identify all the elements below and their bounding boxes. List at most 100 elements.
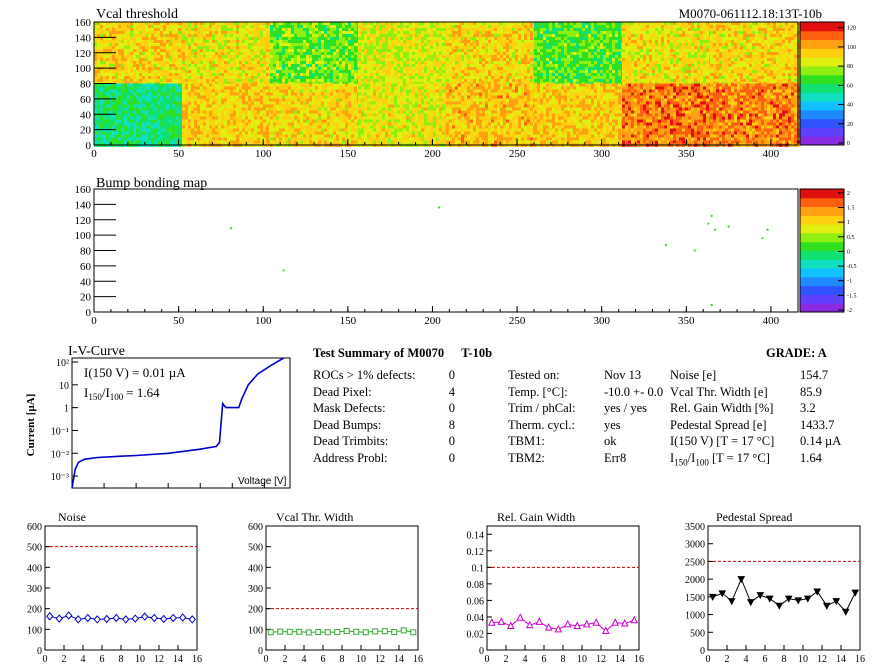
summary-label: Dead Bumps: bbox=[313, 417, 382, 432]
iv-y-tick: 10⁻³ bbox=[51, 472, 69, 483]
roc-data-point bbox=[544, 623, 553, 631]
iv-y-tick: 10 bbox=[59, 381, 69, 392]
roc-plot-title: Noise bbox=[58, 510, 86, 524]
roc-data-point bbox=[46, 612, 54, 621]
summary-value: 0 bbox=[448, 434, 455, 448]
roc-data-point bbox=[353, 628, 360, 635]
x-tick-label: 400 bbox=[763, 148, 780, 160]
roc-y-tick: 2500 bbox=[685, 557, 705, 568]
roc-data-point bbox=[765, 595, 774, 603]
roc-data-point bbox=[737, 576, 746, 584]
roc-data-point bbox=[410, 629, 417, 636]
roc-data-point bbox=[372, 628, 379, 635]
roc-y-tick: 2000 bbox=[685, 575, 705, 586]
summary-value: 8 bbox=[448, 417, 455, 432]
x-tick-label: 300 bbox=[593, 148, 610, 160]
y-tick-label: 80 bbox=[80, 79, 92, 91]
roc-x-tick: 14 bbox=[615, 654, 625, 665]
colorbar-tick: 2 bbox=[847, 191, 850, 197]
bump-defect-point bbox=[707, 222, 710, 225]
x-tick-label: 200 bbox=[424, 148, 441, 160]
summary-value: 0 bbox=[448, 368, 455, 382]
roc-x-tick: 8 bbox=[340, 654, 345, 665]
x-tick-label: 150 bbox=[340, 315, 357, 327]
module-label: M0070-061112.18:13T-10b bbox=[679, 6, 822, 21]
x-tick-label: 350 bbox=[678, 315, 695, 327]
summary-label: I(150 V) [T = 17 °C] bbox=[670, 434, 775, 448]
roc-y-tick: 100 bbox=[248, 625, 263, 636]
summary-value: ok bbox=[604, 434, 617, 448]
bump-defect-point bbox=[714, 228, 717, 231]
bump-defect-point bbox=[230, 227, 233, 230]
roc-data-point bbox=[554, 624, 563, 633]
roc-x-tick: 16 bbox=[634, 654, 644, 665]
roc-data-point bbox=[55, 614, 63, 623]
vcal-threshold-plot: Vcal threshold M0070-061112.18:13T-10b 0… bbox=[75, 6, 857, 160]
roc-data-point bbox=[315, 629, 322, 636]
roc-x-tick: 4 bbox=[523, 654, 528, 665]
vcal-heatmap-area bbox=[94, 22, 801, 147]
summary-value: Nov 13 bbox=[604, 368, 642, 382]
roc-data-point bbox=[362, 629, 369, 636]
summary-label: Tested on: bbox=[508, 368, 560, 382]
roc-data-point bbox=[813, 588, 822, 596]
iv-y-tick: 10⁻² bbox=[51, 449, 69, 460]
summary-value: 0 bbox=[448, 450, 455, 465]
x-tick-label: 0 bbox=[91, 148, 97, 160]
y-tick-label: 60 bbox=[80, 94, 92, 106]
summary-label: Pedestal Spread [e] bbox=[670, 417, 767, 432]
roc-y-tick: 0 bbox=[700, 646, 705, 657]
roc-x-tick: 14 bbox=[836, 654, 846, 665]
summary-middle-labels: Tested on: Temp. [°C]: Trim / phCal: Therm.… bbox=[508, 367, 576, 466]
roc-x-tick: 2 bbox=[62, 654, 67, 665]
roc-data-point bbox=[334, 629, 341, 636]
iv-y-tick: 1 bbox=[64, 404, 69, 415]
roc-x-tick: 6 bbox=[542, 654, 547, 665]
colorbar-tick: -1.5 bbox=[847, 293, 857, 299]
roc-y-tick: 300 bbox=[27, 584, 42, 595]
roc-data-point bbox=[84, 613, 92, 623]
y-tick-label: 160 bbox=[75, 184, 92, 196]
y-tick-label: 0 bbox=[86, 140, 92, 152]
vcal-y-axis: 0 20 40 60 80 100 120 140 160 bbox=[75, 17, 116, 152]
roc-y-tick: 0.04 bbox=[467, 613, 485, 624]
summary-title: Test Summary of M0070 T-10b bbox=[313, 346, 493, 360]
roc-x-tick: 14 bbox=[173, 654, 183, 665]
roc-data-point bbox=[169, 613, 177, 623]
roc-data-point bbox=[506, 621, 515, 630]
roc-y-tick: 0.06 bbox=[467, 596, 485, 607]
colorbar-tick: 0 bbox=[847, 141, 850, 147]
roc-data-point bbox=[611, 618, 620, 626]
iv-curve-line bbox=[71, 357, 285, 489]
colorbar-tick: 40 bbox=[847, 103, 853, 109]
roc-x-tick: 6 bbox=[100, 654, 105, 665]
iv-curve-plot: I-V-Curve Current [µA] I(150 V) = 0.01 µ… bbox=[25, 344, 291, 489]
roc-data-point bbox=[188, 615, 196, 624]
iv-y-tick: 10² bbox=[56, 358, 69, 369]
colorbar-tick: 100 bbox=[847, 45, 856, 51]
x-tick-label: 100 bbox=[255, 315, 272, 327]
y-tick-label: 100 bbox=[75, 230, 92, 242]
colorbar-tick: 0 bbox=[847, 249, 850, 255]
y-tick-label: 140 bbox=[75, 199, 92, 211]
summary-label: Mask Defects: bbox=[313, 401, 386, 415]
roc-data-point bbox=[160, 614, 168, 624]
x-tick-label: 50 bbox=[173, 315, 185, 327]
colorbar-tick: 60 bbox=[847, 83, 853, 89]
roc-x-tick: 12 bbox=[154, 654, 164, 665]
roc-data-point bbox=[296, 628, 303, 635]
y-tick-label: 100 bbox=[75, 63, 92, 75]
roc-data-point bbox=[93, 615, 101, 624]
roc-data-point bbox=[343, 627, 350, 634]
roc-data-point bbox=[65, 611, 73, 620]
roc-x-tick: 10 bbox=[135, 654, 145, 665]
roc-data-point bbox=[324, 629, 331, 636]
roc-y-tick: 0 bbox=[479, 646, 484, 657]
summary-value: 1433.7 bbox=[800, 417, 835, 432]
x-tick-label: 200 bbox=[424, 315, 441, 327]
summary-label: Therm. cycl.: bbox=[508, 417, 575, 432]
roc-data-point bbox=[822, 602, 831, 610]
roc-y-tick: 100 bbox=[27, 625, 42, 636]
summary-value: -10.0 +- 0.0 bbox=[604, 384, 664, 399]
